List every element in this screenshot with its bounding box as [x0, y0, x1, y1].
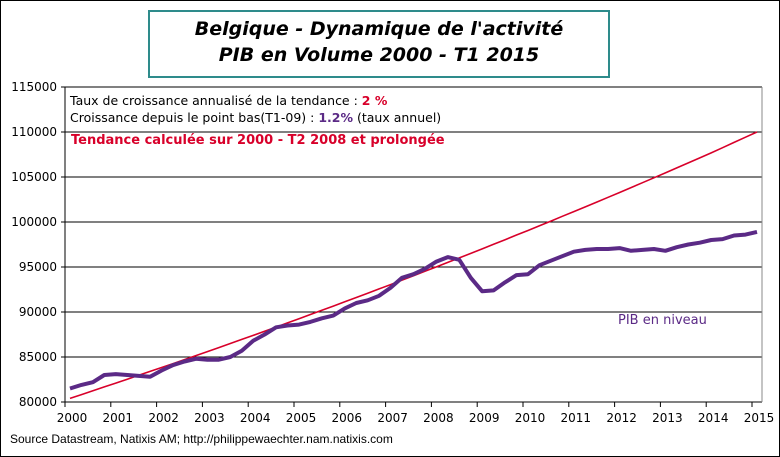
series-label-pib: PIB en niveau — [618, 313, 707, 328]
trend-rate-label: Taux de croissance annualisé de la tenda… — [70, 93, 358, 108]
x-tick-label: 2001 — [103, 411, 134, 425]
y-tick-label: 90000 — [19, 305, 57, 319]
chart-title: Belgique - Dynamique de l'activité PIB e… — [148, 10, 610, 78]
x-tick-label: 2013 — [652, 411, 683, 425]
y-tick-label: 110000 — [11, 125, 57, 139]
x-tick-label: 2007 — [377, 411, 408, 425]
series-line-trend — [69, 131, 758, 400]
annotation-trend-rate: Taux de croissance annualisé de la tenda… — [70, 93, 387, 108]
y-tick-label: 80000 — [19, 395, 57, 409]
title-line-2: PIB en Volume 2000 - T1 2015 — [218, 44, 540, 66]
x-tick-label: 2005 — [286, 411, 317, 425]
x-tick-label: 2011 — [561, 411, 592, 425]
x-tick-label: 2002 — [148, 411, 179, 425]
series-line-pib — [69, 229, 758, 391]
x-tick-label: 2010 — [515, 411, 546, 425]
x-tick-label: 2009 — [469, 411, 500, 425]
y-tick-label: 85000 — [19, 350, 57, 364]
title-line-1: Belgique - Dynamique de l'activité — [194, 18, 564, 40]
x-tick-label: 2003 — [194, 411, 225, 425]
y-tick-label: 105000 — [11, 170, 57, 184]
x-tick-label: 2004 — [240, 411, 271, 425]
growth-label: Croissance depuis le point bas(T1-09) : — [70, 110, 315, 125]
annotation-trend-method: Tendance calculée sur 2000 - T2 2008 et … — [71, 133, 445, 148]
y-tick-label: 115000 — [11, 80, 57, 94]
trend-rate-value: 2 % — [361, 93, 388, 108]
y-tick-label: 100000 — [11, 215, 57, 229]
growth-value: 1.2% — [318, 110, 353, 125]
x-tick-label: 2008 — [423, 411, 454, 425]
x-tick-label: 2000 — [57, 411, 88, 425]
y-tick-label: 95000 — [19, 260, 57, 274]
annotation-growth-since-low: Croissance depuis le point bas(T1-09) : … — [70, 110, 441, 125]
x-tick-label: 2012 — [606, 411, 637, 425]
source-note: Source Datastream, Natixis AM; http://ph… — [10, 432, 393, 446]
x-tick-label: 2014 — [698, 411, 729, 425]
x-tick-label: 2006 — [332, 411, 363, 425]
x-tick-label: 2015 — [744, 411, 775, 425]
growth-suffix: (taux annuel) — [356, 110, 442, 125]
